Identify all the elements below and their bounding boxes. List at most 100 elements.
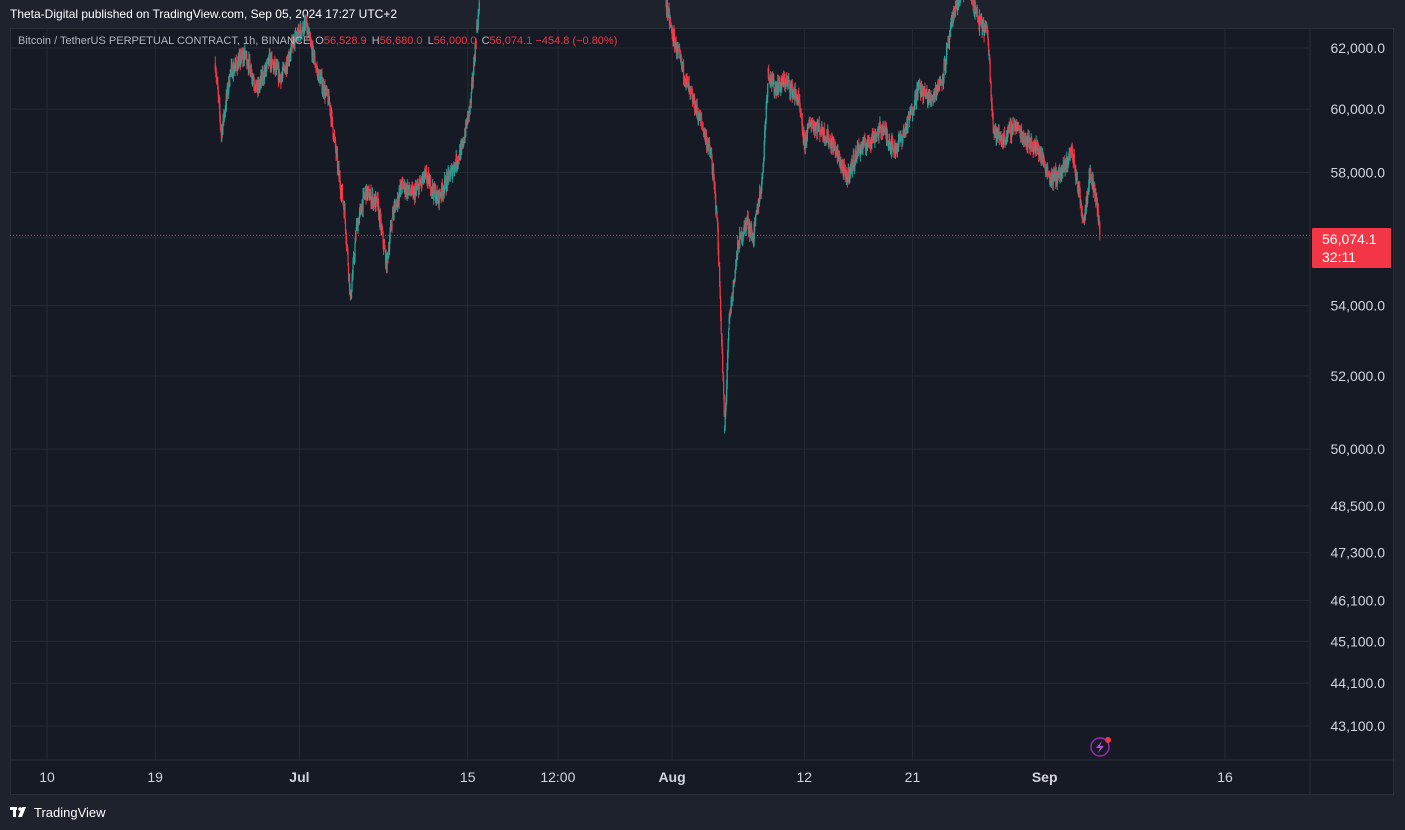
candle	[935, 84, 938, 101]
candle	[381, 223, 383, 233]
candle	[288, 51, 291, 67]
price-axis[interactable]: 62,000.060,000.058,000.056,000.054,000.0…	[1309, 28, 1386, 795]
candle	[463, 141, 465, 148]
high-value: 56,680.0	[379, 35, 423, 47]
candle	[355, 218, 358, 231]
candle	[1047, 170, 1049, 178]
time-axis[interactable]: 10 19 Jul 15 12:00 Aug 12 21 Sep 16	[10, 759, 1394, 785]
candle	[1016, 119, 1018, 135]
candle	[974, 1, 977, 12]
candle	[456, 161, 458, 172]
candle	[239, 48, 241, 71]
candle	[994, 132, 996, 136]
candle	[460, 140, 462, 161]
candle	[1067, 157, 1069, 168]
candle	[993, 125, 995, 140]
candle	[737, 235, 739, 261]
candle	[678, 43, 681, 59]
candle	[366, 186, 369, 201]
candle	[333, 129, 336, 144]
publisher-line: Theta-Digital published on TradingView.c…	[10, 7, 398, 21]
candle	[217, 85, 219, 103]
candle	[668, 8, 671, 30]
candle	[329, 101, 331, 116]
candle	[270, 52, 272, 73]
candle	[1056, 173, 1058, 190]
candle	[944, 58, 947, 75]
x-tick-label: Sep	[1032, 769, 1058, 785]
candle	[1028, 130, 1030, 154]
close-label: C	[481, 35, 490, 47]
candle	[844, 166, 846, 171]
candle	[822, 126, 824, 142]
candle	[265, 64, 267, 77]
candle	[790, 80, 792, 100]
candle	[413, 186, 415, 198]
candle	[359, 203, 361, 218]
candle	[771, 71, 773, 87]
candle	[1079, 187, 1081, 209]
candle	[677, 41, 679, 59]
candle	[236, 62, 238, 73]
candle	[256, 80, 258, 92]
candle	[798, 87, 800, 105]
high-label: H	[371, 35, 380, 47]
candle	[229, 74, 231, 87]
candle	[834, 141, 836, 158]
candle	[326, 88, 329, 97]
grid-lines	[10, 28, 1310, 760]
tradingview-footer[interactable]: TradingView	[10, 804, 106, 820]
candle	[1007, 124, 1009, 138]
candle	[949, 22, 952, 37]
candle	[1099, 220, 1101, 241]
candle	[718, 242, 720, 267]
candle	[800, 108, 802, 117]
candle	[424, 168, 426, 184]
candle	[976, 6, 979, 23]
chart-pane[interactable]	[10, 28, 1394, 795]
candle	[673, 28, 676, 53]
candle	[792, 88, 794, 99]
y-tick-label: 44,100.0	[1331, 675, 1386, 691]
symbol-description[interactable]: Bitcoin / TetherUS PERPETUAL CONTRACT, 1…	[18, 35, 311, 47]
candle	[721, 333, 723, 355]
lightning-icon[interactable]	[1090, 737, 1111, 757]
candle	[1034, 138, 1036, 147]
candle	[225, 89, 227, 112]
candle	[1027, 136, 1029, 153]
y-tick-label: 58,000.0	[1331, 164, 1386, 180]
candle	[735, 258, 737, 271]
candle	[1005, 139, 1007, 144]
candle	[762, 172, 764, 179]
candle	[932, 94, 934, 106]
candle	[285, 56, 288, 78]
candle	[709, 145, 711, 154]
candle	[249, 65, 251, 77]
candle	[350, 290, 353, 299]
candle	[340, 184, 343, 203]
candle	[915, 100, 918, 110]
candle	[848, 167, 850, 185]
candle	[790, 79, 792, 94]
candle	[297, 23, 300, 42]
candle	[685, 73, 688, 83]
candle	[1029, 137, 1031, 148]
y-tick-label: 48,500.0	[1331, 498, 1386, 514]
candle	[986, 23, 988, 35]
candle	[319, 72, 322, 85]
candle	[720, 310, 722, 335]
x-tick-label: Jul	[289, 769, 309, 785]
candle	[755, 213, 757, 227]
candle	[843, 159, 845, 181]
candle	[446, 168, 448, 192]
candle	[313, 58, 315, 65]
candle	[960, 0, 962, 3]
candle	[854, 160, 856, 171]
candle	[954, 0, 957, 17]
candle	[1049, 180, 1051, 188]
candle	[234, 66, 236, 77]
candle	[397, 196, 399, 204]
candle	[973, 0, 975, 17]
candle	[731, 292, 733, 307]
